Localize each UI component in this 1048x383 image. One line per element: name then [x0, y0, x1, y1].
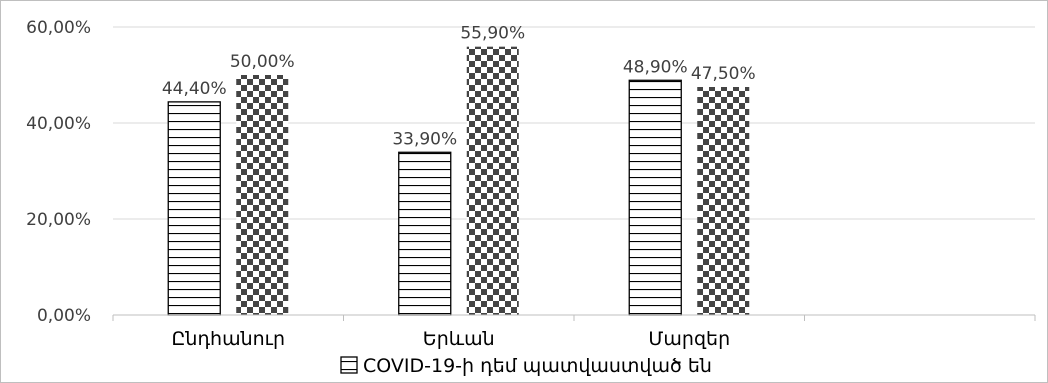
legend-label: COVID-19-ի դեմ պատվաստված են — [363, 355, 712, 377]
bar — [167, 101, 221, 316]
bars — [167, 46, 750, 316]
y-axis-ticks: 0,00% 20,00% 40,00% 60,00% — [26, 18, 91, 326]
legend-swatch — [340, 356, 358, 374]
data-labels: 44,40%50,00% 33,90% 55,90% 48,90% 47,50% — [162, 24, 756, 150]
data-label: 55,90% — [460, 24, 525, 44]
category-label: Երևան — [423, 328, 495, 350]
y-tick-label: 20,00% — [26, 210, 91, 230]
x-axis — [112, 314, 1036, 321]
y-tick-label: 40,00% — [26, 114, 91, 134]
data-label: 50,00% — [230, 52, 295, 72]
data-label: 44,40% — [162, 79, 227, 99]
bar — [398, 151, 452, 316]
y-tick-label: 0,00% — [37, 306, 91, 326]
category-label: Մարզեր — [648, 328, 730, 350]
bar — [697, 87, 750, 315]
data-label: 48,90% — [623, 57, 688, 77]
bar — [628, 79, 682, 316]
bar — [466, 46, 519, 316]
legend: COVID-19-ի դեմ պատվաստված են — [340, 355, 712, 377]
data-label: 33,90% — [392, 129, 457, 149]
bar — [236, 75, 289, 315]
data-label: 47,50% — [691, 64, 756, 84]
category-label: Ընդհանուր — [172, 328, 285, 350]
y-tick-label: 60,00% — [26, 18, 91, 38]
category-labels: Ընդհանուր Երևան Մարզեր — [172, 328, 731, 350]
